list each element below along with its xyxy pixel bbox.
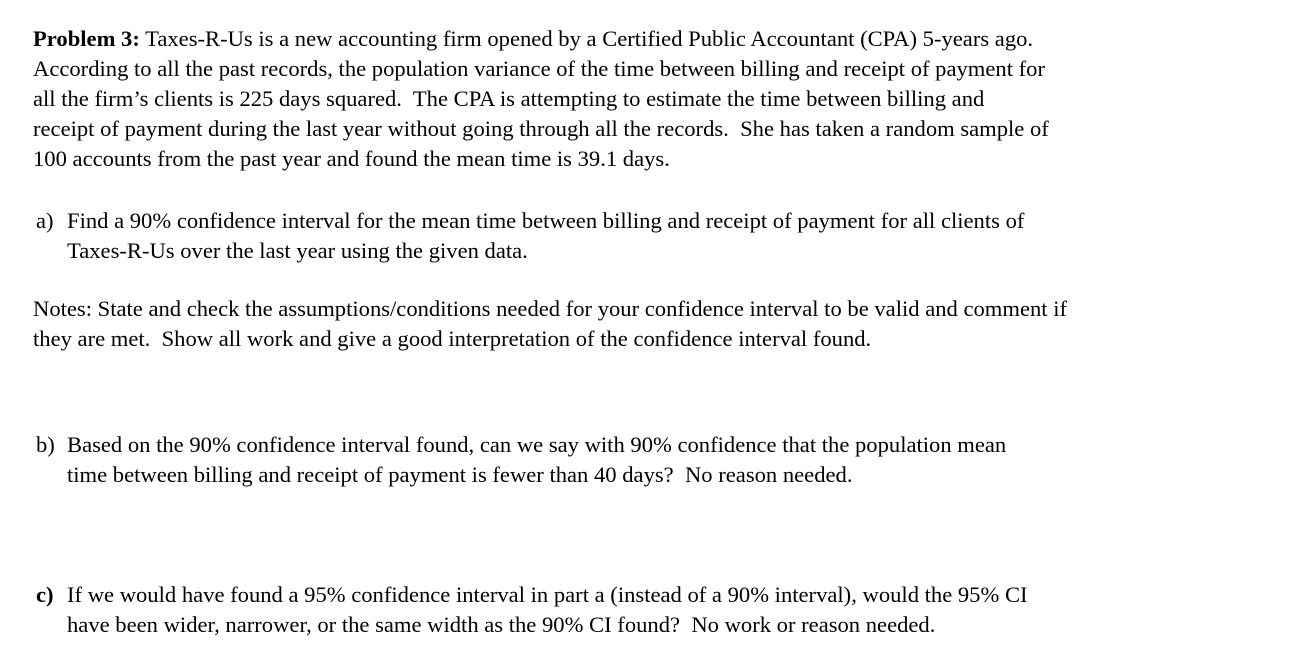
list-item-a-body: Find a 90% confidence interval for the m…: [67, 206, 1251, 266]
list-item-c-line-1: If we would have found a 95% confidence …: [67, 582, 1028, 607]
list-item-b-body: Based on the 90% confidence interval fou…: [67, 430, 1251, 490]
list-marker-c: c): [36, 582, 54, 607]
intro-line-3: all the firm’s clients is 225 days squar…: [33, 86, 985, 111]
list-marker-a: a): [36, 208, 54, 233]
list-item-a-line-1: Find a 90% confidence interval for the m…: [67, 208, 1025, 233]
notes-paragraph: Notes: State and check the assumptions/c…: [33, 294, 1253, 354]
list-item-b-line-2: time between billing and receipt of paym…: [67, 462, 853, 487]
list-item-a-line-2: Taxes-R-Us over the last year using the …: [67, 238, 528, 263]
list-item-a: a) Find a 90% confidence interval for th…: [36, 206, 1251, 266]
list-item-b: b) Based on the 90% confidence interval …: [36, 430, 1251, 490]
intro-paragraph: Problem 3: Taxes-R-Us is a new accountin…: [33, 24, 1253, 174]
intro-line-4: receipt of payment during the last year …: [33, 116, 1049, 141]
list-item-b-line-1: Based on the 90% confidence interval fou…: [67, 432, 1007, 457]
notes-line-2: they are met. Show all work and give a g…: [33, 326, 872, 351]
problem-label: Problem 3:: [33, 26, 140, 51]
notes-line-1: Notes: State and check the assumptions/c…: [33, 296, 1067, 321]
intro-line-1-text: Taxes-R-Us is a new accounting firm open…: [139, 26, 1034, 51]
list-item-c: c) If we would have found a 95% confiden…: [36, 580, 1251, 640]
intro-line-2: According to all the past records, the p…: [33, 56, 1045, 81]
intro-line-1: Problem 3: Taxes-R-Us is a new accountin…: [33, 24, 1253, 54]
intro-line-5: 100 accounts from the past year and foun…: [33, 146, 670, 171]
list-marker-b: b): [36, 432, 55, 457]
list-item-c-body: If we would have found a 95% confidence …: [67, 580, 1251, 640]
list-item-c-line-2: have been wider, narrower, or the same w…: [67, 612, 936, 637]
